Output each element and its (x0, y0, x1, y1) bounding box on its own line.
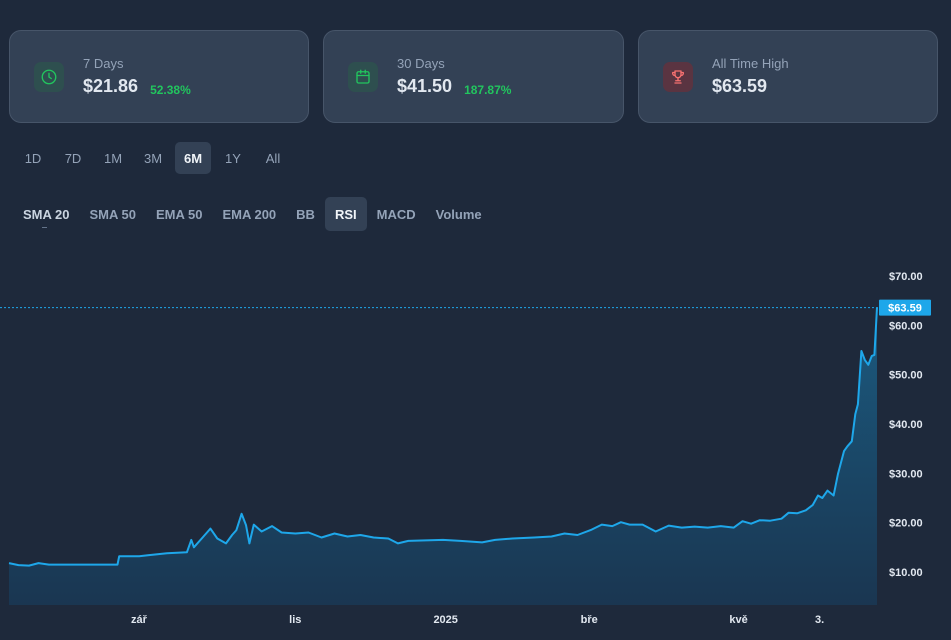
x-tick-label: bře (581, 614, 598, 626)
tab-6m[interactable]: 6M (175, 142, 211, 174)
y-tick-label: $60.00 (889, 320, 923, 332)
clock-icon (34, 61, 64, 92)
tab-7d[interactable]: 7D (64, 150, 82, 166)
stat-card-7-days: 7 Days $21.86 52.38% (9, 30, 309, 123)
x-tick-label: 2025 (433, 614, 457, 626)
indicator-macd[interactable]: MACD (376, 206, 416, 222)
card-label: 7 Days (83, 56, 124, 71)
card-value: $41.50 (397, 76, 453, 96)
price-line (8, 307, 878, 567)
y-tick-label: $70.00 (889, 271, 923, 283)
indicator-sma-20[interactable]: SMA 20 (13, 197, 79, 231)
y-tick-label: $30.00 (889, 468, 923, 480)
indicator-bb[interactable]: BB (296, 206, 315, 222)
card-value: $63.59 (712, 76, 768, 96)
tab-1m[interactable]: 1M (103, 150, 123, 166)
indicator-volume[interactable]: Volume (435, 206, 482, 222)
card-label: 30 Days (397, 56, 445, 71)
current-price-tag: $63.59 (879, 299, 931, 316)
card-change-pct: 187.87% (464, 83, 512, 97)
x-tick-label: kvě (729, 614, 747, 626)
y-tick-label: $20.00 (889, 518, 923, 530)
calendar-icon (348, 61, 378, 92)
tab-all[interactable]: All (265, 150, 281, 166)
indicator-ema-50[interactable]: EMA 50 (155, 206, 203, 222)
card-value: $21.86 (83, 76, 139, 96)
card-change-pct: 52.38% (150, 83, 191, 97)
price-chart[interactable]: $10.00 $20.00 $30.00 $40.00 $50.00 $60.00 $70.… (0, 250, 951, 640)
tab-1d[interactable]: 1D (24, 150, 42, 166)
stat-card-all-time-high: All Time High $63.59 (638, 30, 938, 123)
current-price-label: $63.59 (888, 303, 922, 315)
indicator-tabs: SMA 20 SMA 50 EMA 50 EMA 200 BB RSI MACD… (13, 197, 492, 231)
x-tick-label: lis (289, 614, 301, 626)
y-axis-ticks: $10.00 $20.00 $30.00 $40.00 $50.00 $60.00 $70.… (889, 271, 923, 579)
tab-3m[interactable]: 3M (143, 150, 163, 166)
card-label: All Time High (712, 56, 789, 71)
y-tick-label: $40.00 (889, 419, 923, 431)
indicator-sma-50[interactable]: SMA 50 (89, 206, 136, 222)
indicator-ema-200[interactable]: EMA 200 (222, 206, 277, 222)
stat-card-30-days: 30 Days $41.50 187.87% (323, 30, 624, 123)
time-range-tabs: 1D 7D 1M 3M 6M 1Y All (15, 142, 291, 174)
tab-1y[interactable]: 1Y (225, 150, 241, 166)
trophy-icon (663, 61, 693, 92)
x-tick-label: zář (131, 614, 148, 626)
indicator-rsi[interactable]: RSI (324, 197, 367, 231)
current-price-tag-bg (879, 299, 931, 316)
price-area-fill (9, 307, 877, 605)
x-tick-label: 3. (815, 614, 824, 626)
y-tick-label: $10.00 (889, 567, 923, 579)
x-axis-ticks: zář lis 2025 bře kvě 3. (131, 614, 824, 626)
y-tick-label: $50.00 (889, 370, 923, 382)
